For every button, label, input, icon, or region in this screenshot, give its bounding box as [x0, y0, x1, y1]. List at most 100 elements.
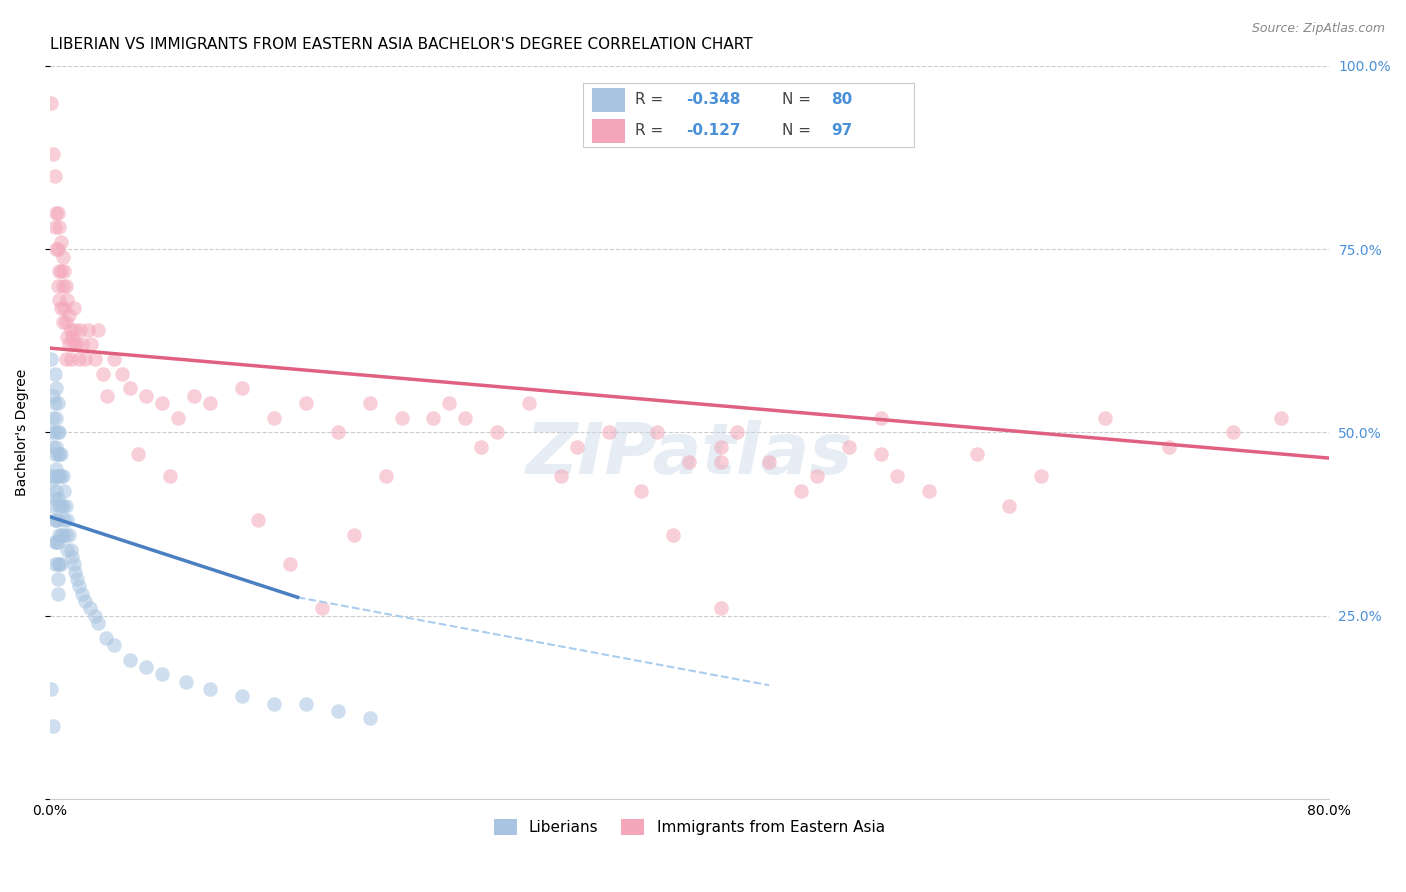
Point [598, 425, 620, 440]
Point [52, 528, 75, 542]
Point [48, 558, 70, 572]
Point [49, 499, 72, 513]
Point [342, 528, 364, 542]
Point [48, 469, 70, 483]
Point [48, 447, 70, 461]
Point [278, 558, 301, 572]
Point [519, 396, 541, 410]
Point [91, 367, 114, 381]
Point [1094, 410, 1116, 425]
Point [67, 579, 90, 593]
Point [1157, 440, 1180, 454]
Point [42, 469, 65, 483]
Point [41, 425, 63, 440]
Point [45, 535, 67, 549]
Point [58, 337, 80, 351]
Point [55, 352, 77, 367]
Point [48, 425, 70, 440]
Point [46, 587, 69, 601]
Point [49, 469, 72, 483]
Point [710, 455, 733, 469]
Point [870, 447, 893, 461]
Point [231, 381, 253, 395]
Point [966, 447, 988, 461]
Point [79, 601, 101, 615]
Point [55, 528, 77, 542]
Point [46, 425, 69, 440]
Point [48, 528, 70, 542]
Text: 80: 80 [831, 93, 852, 107]
Point [62, 301, 84, 315]
Point [46, 278, 69, 293]
Point [231, 690, 253, 704]
Point [52, 250, 75, 264]
Point [59, 323, 82, 337]
FancyBboxPatch shape [592, 88, 624, 112]
Point [45, 381, 67, 395]
Point [53, 301, 76, 315]
Point [550, 469, 572, 483]
Point [62, 337, 84, 351]
Point [46, 205, 69, 219]
Point [44, 447, 66, 461]
Point [87, 323, 110, 337]
Point [65, 565, 87, 579]
Point [44, 425, 66, 440]
Point [294, 697, 316, 711]
Text: -0.127: -0.127 [686, 123, 741, 138]
Point [42, 440, 65, 454]
Point [46, 572, 69, 586]
Point [42, 389, 65, 403]
Point [55, 499, 77, 513]
Point [294, 396, 316, 410]
Point [127, 447, 149, 461]
Point [838, 440, 860, 454]
Point [44, 491, 66, 506]
Point [150, 396, 173, 410]
Point [60, 330, 83, 344]
Point [45, 462, 67, 476]
Point [391, 410, 413, 425]
Point [1222, 425, 1244, 440]
Point [359, 711, 381, 725]
Point [52, 316, 75, 330]
Point [52, 499, 75, 513]
Point [48, 264, 70, 278]
Point [48, 220, 70, 235]
Point [87, 615, 110, 630]
Point [46, 242, 69, 256]
Point [263, 697, 285, 711]
Point [998, 499, 1021, 513]
Text: R =: R = [634, 123, 664, 138]
Point [45, 410, 67, 425]
Point [48, 499, 70, 513]
Point [790, 483, 813, 498]
Point [66, 337, 89, 351]
Point [918, 483, 941, 498]
Point [135, 660, 157, 674]
Point [62, 558, 84, 572]
Point [44, 558, 66, 572]
Point [94, 631, 117, 645]
Point [46, 558, 69, 572]
Point [567, 440, 589, 454]
Point [41, 95, 63, 110]
Point [49, 528, 72, 542]
Point [166, 410, 188, 425]
Point [710, 440, 733, 454]
Point [49, 235, 72, 249]
Text: -0.348: -0.348 [686, 93, 741, 107]
Point [630, 483, 652, 498]
Point [374, 469, 396, 483]
Point [183, 389, 205, 403]
Point [83, 352, 105, 367]
Y-axis label: Bachelor's Degree: Bachelor's Degree [15, 368, 30, 496]
Point [45, 513, 67, 527]
Point [53, 483, 76, 498]
Point [359, 396, 381, 410]
Point [174, 674, 197, 689]
Point [44, 169, 66, 183]
Point [96, 389, 118, 403]
Point [52, 469, 75, 483]
Point [42, 499, 65, 513]
